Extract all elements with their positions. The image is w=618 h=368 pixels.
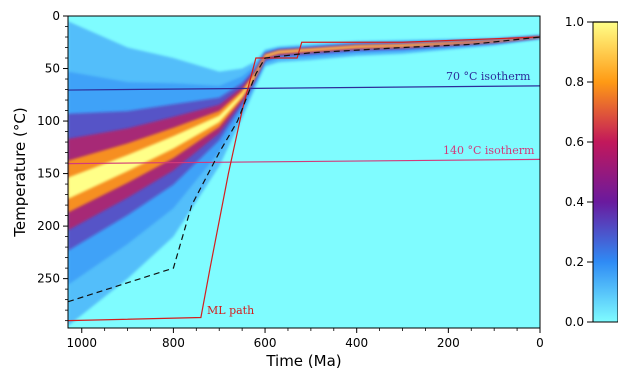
colorbar-tick-label: 0.8	[565, 75, 584, 89]
colorbar-gradient	[593, 22, 618, 322]
colorbar-tick-label: 0.4	[565, 195, 584, 209]
x-tick-label: 0	[536, 336, 544, 350]
isotherm-line-2	[68, 158, 540, 165]
isotherm-lines	[68, 85, 540, 165]
x-tick-label: 600	[254, 336, 277, 350]
colorbar-tick-label: 1.0	[565, 15, 584, 29]
y-axis: 0 50 100 150 200 250	[37, 9, 68, 322]
plot-area: 70 °C isotherm 140 °C isotherm ML path 1…	[11, 9, 544, 368]
y-axis-title: Temperature (°C)	[11, 107, 29, 237]
path-density-heatmap	[68, 21, 540, 326]
dashed-reference-path	[68, 36, 540, 303]
ml-path-label: ML path	[207, 304, 254, 317]
y-tick-label: 50	[45, 62, 60, 76]
isotherm-70-label: 70 °C isotherm	[446, 70, 531, 83]
ml-path-line	[68, 36, 540, 322]
y-tick-label: 200	[37, 219, 60, 233]
colorbar-tick-label: 0.2	[565, 255, 584, 269]
x-tick-label: 400	[345, 336, 368, 350]
colorbar-tick-label: 0.6	[565, 135, 584, 149]
plot-frame	[67, 15, 541, 329]
y-tick-label: 150	[37, 167, 60, 181]
colorbar-ticks: 0.0 0.2 0.4 0.6 0.8 1.0	[565, 15, 618, 329]
x-tick-label: 800	[162, 336, 185, 350]
x-tick-label: 1000	[66, 336, 97, 350]
y-tick-label: 100	[37, 114, 60, 128]
density-band-2	[68, 35, 540, 285]
colorbar-tick-label: 0.0	[565, 315, 584, 329]
time-temperature-paths	[68, 36, 540, 322]
x-axis-title: Time (Ma)	[265, 352, 341, 368]
colorbar: 0.0 0.2 0.4 0.6 0.8 1.0	[565, 15, 618, 329]
isotherm-line-1	[68, 85, 540, 91]
y-tick-label: 250	[37, 272, 60, 286]
isotherm-140-label: 140 °C isotherm	[443, 144, 535, 157]
y-tick-label: 0	[52, 9, 60, 23]
x-tick-label: 200	[437, 336, 460, 350]
x-axis: 1000 800 600 400 200 0	[66, 328, 544, 350]
